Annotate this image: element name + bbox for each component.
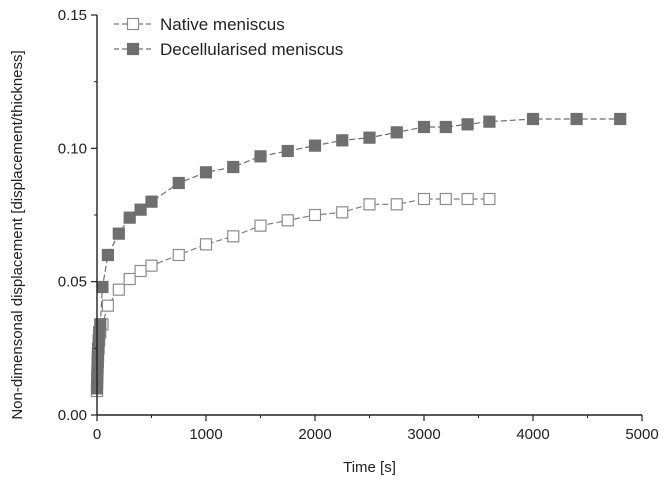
legend-label-2: Decellularised meniscus (160, 40, 343, 59)
y-tick-label: 0.10 (58, 140, 87, 157)
data-point (461, 118, 474, 131)
data-point (336, 206, 349, 219)
data-point (112, 283, 125, 296)
data-point (483, 115, 496, 128)
data-point (96, 280, 109, 294)
y-tick-label: 0.00 (58, 407, 87, 424)
data-point (199, 166, 213, 179)
data-point (172, 248, 185, 262)
data-point (363, 198, 376, 211)
data-point (254, 219, 267, 232)
axes: 0 1000 2000 3000 4000 5000 0.00 0.05 0.10 0.15 (58, 7, 659, 443)
data-point (417, 192, 431, 206)
y-tick-label: 0.05 (58, 274, 87, 291)
x-tick-label: 1000 (189, 426, 222, 443)
data-point (336, 134, 349, 147)
legend-marker-2 (126, 42, 140, 56)
data-point (172, 176, 185, 190)
series-line-1 (96, 198, 490, 392)
data-point (417, 120, 431, 134)
data-point (439, 192, 452, 206)
data-point (614, 112, 627, 126)
data-point (461, 192, 474, 206)
x-axis-title: Time [s] (343, 459, 396, 476)
data-point (123, 211, 136, 224)
data-point (227, 230, 240, 243)
data-point (145, 195, 158, 208)
data-point (390, 198, 403, 211)
data-point (199, 238, 213, 251)
data-point (483, 192, 496, 206)
x-tick-label: 3000 (407, 426, 440, 443)
x-tick-label: 5000 (625, 426, 658, 443)
data-point (134, 203, 147, 216)
data-point (227, 160, 240, 174)
legend-marker-1 (126, 17, 140, 31)
data-point (308, 208, 322, 222)
data-point (145, 259, 158, 272)
plot-area (90, 112, 627, 398)
data-point (439, 120, 452, 134)
data-point (570, 112, 583, 126)
data-point (390, 126, 403, 139)
legend: Native meniscus Decellularised meniscus (114, 15, 343, 59)
data-point (526, 112, 540, 126)
x-tick-label: 2000 (298, 426, 331, 443)
data-point (308, 139, 322, 152)
data-point (134, 264, 147, 278)
legend-label-1: Native meniscus (160, 15, 285, 34)
data-point (254, 150, 267, 163)
data-point (281, 214, 294, 227)
data-point (123, 272, 136, 286)
x-tick-label: 4000 (516, 426, 549, 443)
y-axis-title: Non-dimensonal displacement [displacemen… (9, 50, 26, 419)
data-point (363, 131, 376, 144)
data-point (101, 248, 115, 262)
x-tick-label: 0 (93, 426, 101, 443)
data-point (281, 144, 294, 158)
y-tick-label: 0.15 (58, 7, 87, 24)
data-point (101, 299, 115, 312)
data-point (112, 227, 125, 240)
data-point (94, 318, 107, 331)
